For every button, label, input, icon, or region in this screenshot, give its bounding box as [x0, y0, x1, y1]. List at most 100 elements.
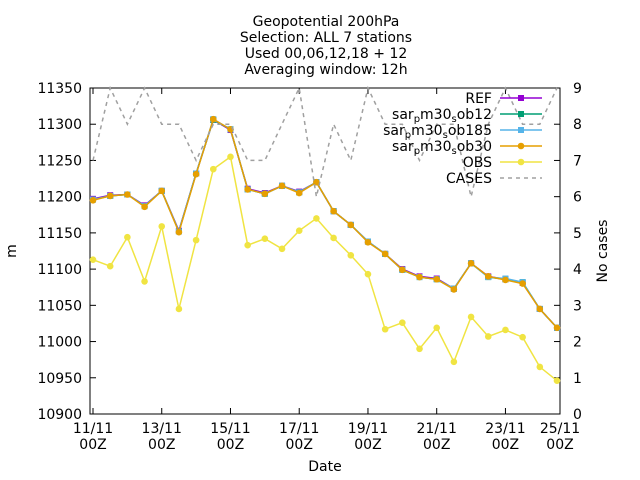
plot-frame: [89, 87, 561, 415]
legend-label-part: sar: [383, 123, 405, 139]
x-tick-label-hour: 00Z: [492, 437, 519, 453]
series-sar_pm30_sob30: [89, 115, 561, 332]
data-point: [536, 363, 544, 371]
data-point: [450, 286, 458, 293]
x-tick-label-date: 17/11: [279, 421, 319, 437]
legend-label-part: s: [443, 130, 448, 141]
data-point: [192, 170, 200, 178]
data-point: [175, 228, 183, 236]
chart-legend: REFsarpm30sob12sarpm30sob185sarpm30sob30…: [383, 91, 542, 187]
y2-tick-label: 3: [573, 298, 582, 314]
legend-label-part: sar: [392, 107, 414, 123]
data-point: [502, 326, 509, 334]
y-tick-label: 11350: [37, 81, 82, 97]
legend-label-part: p: [405, 130, 411, 141]
y-tick-label: 11300: [37, 117, 82, 133]
data-point: [502, 276, 509, 284]
title-line: Selection: ALL 7 stations: [240, 30, 412, 46]
y-tick-label: 10900: [37, 407, 82, 423]
series-line: [92, 85, 558, 197]
data-point: [124, 233, 131, 241]
y2-tick-label: 2: [573, 335, 582, 351]
y2-tick-label: 9: [573, 81, 582, 97]
data-point: [450, 358, 458, 366]
legend-label: OBS: [463, 155, 492, 171]
data-point: [484, 333, 492, 340]
x-tick-label-hour: 00Z: [79, 437, 106, 453]
data-point: [399, 319, 406, 327]
data-point: [381, 325, 389, 333]
data-point: [175, 305, 183, 313]
y-tick-label: 11050: [37, 298, 82, 314]
data-point: [244, 186, 251, 193]
x-tick-label-hour: 00Z: [354, 437, 381, 453]
data-point: [330, 234, 337, 242]
data-point: [106, 262, 114, 270]
data-point: [158, 223, 166, 230]
legend-entry: sarpm30sob185: [383, 123, 542, 141]
title-line: Geopotential 200hPa: [253, 14, 400, 30]
data-point: [364, 270, 372, 278]
data-point: [330, 207, 337, 215]
legend-entry: CASES: [446, 171, 542, 187]
y2-tick-label: 8: [573, 117, 582, 133]
legend-marker: [518, 95, 524, 101]
x-tick-label-hour: 00Z: [286, 437, 313, 453]
data-point: [364, 239, 372, 246]
legend-label-part: p: [414, 146, 420, 157]
legend-label: CASES: [446, 171, 492, 187]
legend-label-part: ob12: [457, 107, 492, 123]
x-tick-label-date: 21/11: [417, 421, 457, 437]
data-point: [347, 221, 355, 229]
data-point: [467, 260, 475, 267]
legend-label: sarpm30sob12: [392, 107, 492, 125]
data-point: [381, 250, 389, 258]
x-tick-label-date: 25/11: [540, 421, 580, 437]
y-tick-label: 11200: [37, 190, 82, 206]
data-point: [261, 235, 269, 242]
data-point: [278, 182, 286, 190]
legend-marker: [518, 111, 524, 117]
data-point: [278, 245, 286, 253]
y-tick-label: 10950: [37, 371, 82, 387]
data-point: [519, 280, 526, 287]
y-axis-label: m: [4, 244, 20, 258]
x-tick-label-date: 15/11: [210, 421, 250, 437]
plot-axes: 10900 10950 11000 11050 11100 11150 11200 11250…: [37, 81, 582, 453]
series-obs: [89, 153, 561, 384]
data-point: [244, 241, 251, 249]
legend-label-part: p: [414, 114, 420, 125]
legend-marker: [518, 127, 524, 133]
data-point: [209, 115, 217, 123]
y2-axis-label: No cases: [595, 220, 611, 283]
x-tick-label-hour: 00Z: [148, 437, 175, 453]
title-line: Used 00,06,12,18 + 12: [245, 46, 408, 62]
legend-marker: [517, 158, 525, 166]
legend-label-part: s: [452, 114, 457, 125]
x-tick-label-date: 13/11: [142, 421, 182, 437]
series-line: [92, 118, 558, 329]
data-point: [261, 190, 269, 198]
data-point: [416, 273, 423, 281]
x-tick-label-hour: 00Z: [423, 437, 450, 453]
data-point: [313, 178, 320, 186]
legend-entry: sarpm30sob30: [392, 139, 542, 157]
data-point: [209, 165, 217, 173]
y2-tick-label: 6: [573, 190, 582, 206]
data-point: [399, 266, 406, 274]
series-cases: [92, 85, 558, 197]
y2-tick-label: 1: [573, 371, 582, 387]
legend-label-part: ob185: [448, 123, 492, 139]
y-tick-label: 11150: [37, 226, 82, 242]
data-point: [416, 345, 423, 353]
data-point: [519, 333, 526, 341]
legend-label-part: ob30: [457, 139, 492, 155]
legend-label: sarpm30sob185: [383, 123, 492, 141]
y-tick-label: 11100: [37, 262, 82, 278]
data-point: [484, 273, 492, 280]
y2-tick-label: 4: [573, 262, 582, 278]
x-tick-label-hour: 00Z: [546, 437, 573, 453]
data-point: [89, 196, 97, 204]
